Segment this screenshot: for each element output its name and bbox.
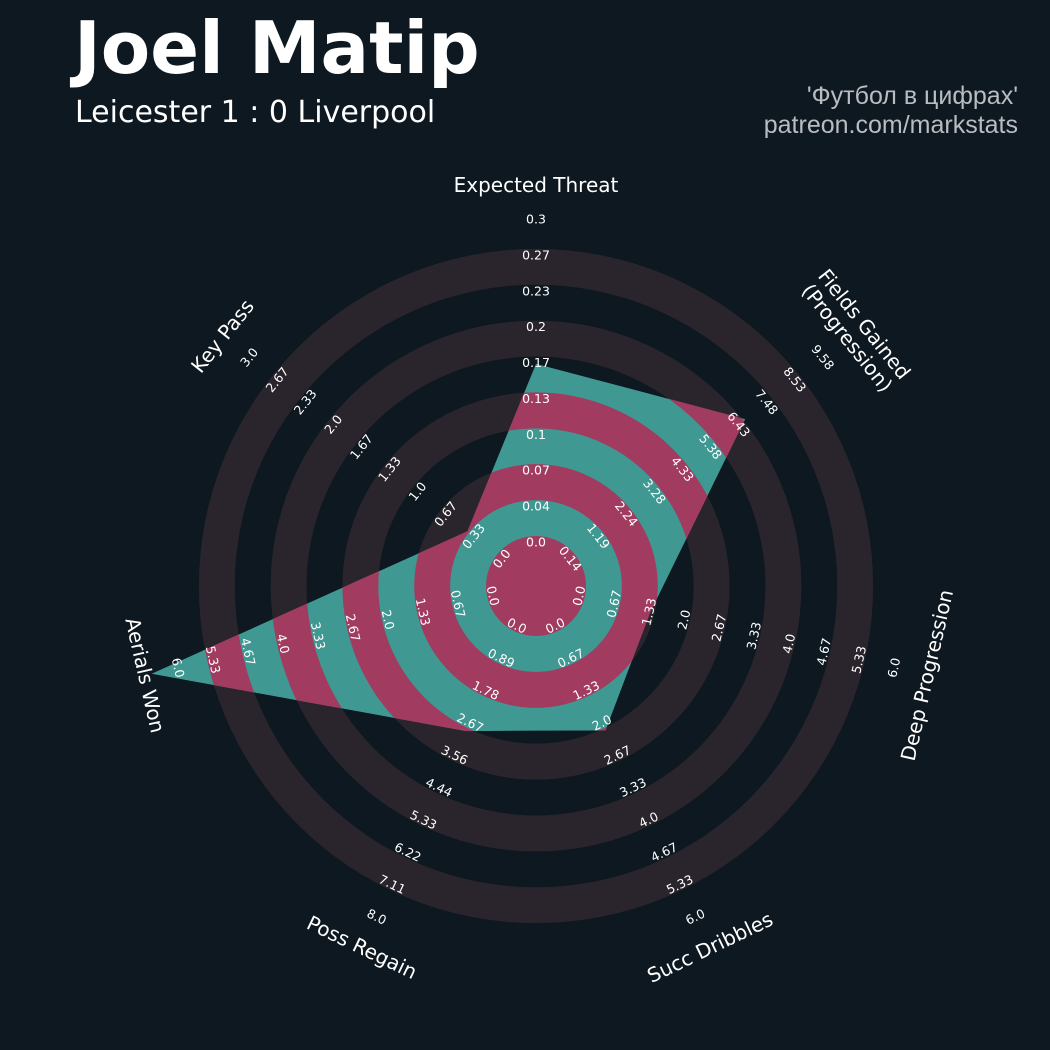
param-label: Poss Regain	[303, 911, 421, 984]
tick-label: 0.13	[522, 391, 550, 406]
tick-label: 4.67	[813, 636, 834, 666]
tick-label: 0.67	[603, 589, 624, 619]
param-label: Deep Progression	[896, 587, 958, 763]
tick-label: 0.23	[522, 283, 550, 298]
tick-label: 2.0	[379, 608, 398, 631]
tick-label: 0.0	[484, 584, 503, 607]
tick-label: 0.07	[522, 463, 550, 478]
tick-label: 2.0	[674, 608, 693, 631]
tick-label: 8.0	[365, 906, 389, 928]
tick-label: 6.0	[683, 906, 707, 928]
tick-label: 1.33	[638, 597, 659, 627]
credit: 'Футбол в цифрах' patreon.com/markstats	[764, 82, 1018, 140]
credit-line-1: 'Футбол в цифрах'	[806, 82, 1018, 110]
tick-label: 2.67	[343, 612, 364, 642]
tick-label: 3.0	[237, 345, 261, 370]
tick-label: 9.58	[808, 342, 837, 373]
tick-label: 3.33	[743, 620, 764, 650]
tick-label: 5.33	[848, 644, 869, 674]
tick-label: 0.27	[522, 247, 550, 262]
tick-label: 0.0	[569, 584, 588, 607]
tick-label: 6.0	[169, 656, 188, 679]
tick-label: 0.67	[448, 589, 469, 619]
tick-label: 0.0	[526, 535, 546, 550]
tick-label: 2.67	[708, 612, 729, 642]
tick-label: 0.04	[522, 499, 550, 514]
radar-area-band	[486, 536, 586, 636]
tick-label: 5.33	[203, 644, 224, 674]
tick-label: 4.0	[274, 632, 293, 655]
tick-label: 6.0	[884, 656, 903, 679]
param-label: Fields Gained(Progression)	[796, 264, 915, 397]
param-label: Succ Dribbles	[643, 907, 776, 988]
page-title: Joel Matip	[74, 6, 480, 90]
tick-label: 1.33	[413, 597, 434, 627]
radar-polygon	[151, 363, 746, 732]
tick-label: 4.0	[779, 632, 798, 655]
match-subtitle: Leicester 1 : 0 Liverpool	[75, 95, 436, 130]
tick-label: 3.33	[308, 620, 329, 650]
tick-label: 0.2	[526, 319, 546, 334]
tick-label: 0.1	[526, 427, 546, 442]
radar-area-band	[414, 464, 658, 708]
tick-label: 4.67	[238, 636, 259, 666]
tick-label: 0.3	[526, 212, 546, 227]
tick-label: 0.17	[522, 355, 550, 370]
credit-line-2: patreon.com/markstats	[763, 111, 1018, 139]
param-label: Expected Threat	[454, 173, 619, 197]
